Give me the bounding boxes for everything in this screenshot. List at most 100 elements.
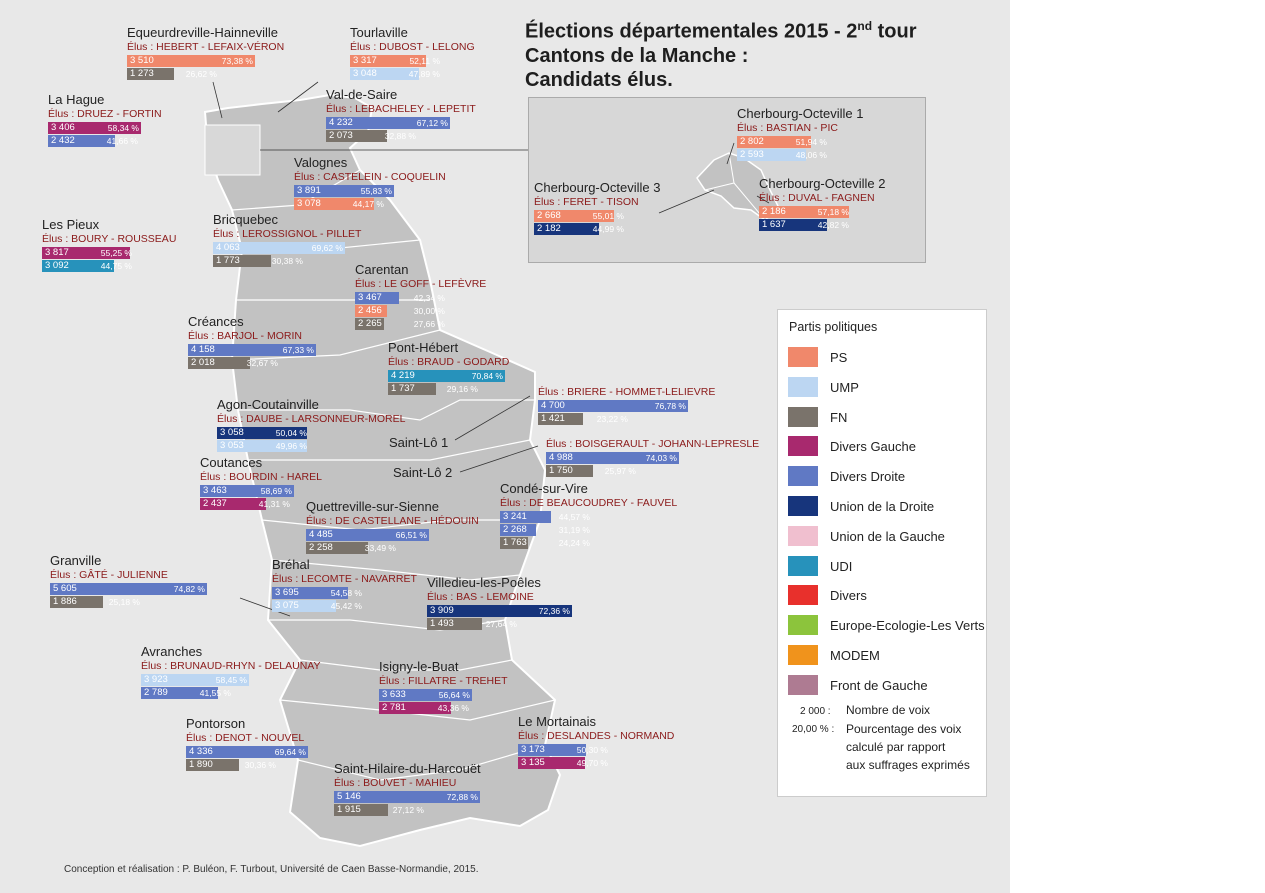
result-bar: 3 695 54,58 % [272, 587, 412, 599]
canton-name: Coutances [200, 455, 263, 470]
result-bar: 5 146 72,88 % [334, 791, 534, 803]
result-bar: 3 173 50,30 % [518, 744, 653, 756]
vote-count: 2 182 [537, 223, 561, 234]
votes-example: 2 000 : [800, 706, 831, 717]
vote-count: 1 886 [53, 596, 77, 607]
result-bar-fill [759, 206, 849, 218]
legend-label: Europe-Ecologie-Les Verts [830, 618, 985, 634]
canton-name: Bricquebec [213, 212, 279, 227]
title-line-3: Candidats élus. [525, 68, 673, 91]
result-bar-fill [326, 117, 450, 129]
vote-percentage: 72,88 % [446, 792, 478, 802]
vote-percentage: 54,58 % [330, 588, 362, 598]
vote-percentage: 44,57 % [558, 512, 590, 522]
canton-name: Valognes [294, 155, 348, 170]
vote-percentage: 25,18 % [108, 597, 140, 607]
vote-count: 3 135 [521, 757, 545, 768]
canton-saint-lo-1: Élus : BRIERE - HOMMET-LELIEVRE 4 700 76,7… [538, 386, 838, 425]
result-bar-fill [127, 55, 255, 67]
vote-count: 3 817 [45, 247, 69, 258]
vote-count: 2 186 [762, 206, 786, 217]
canton-la-hague: La Hague Élus : DRUEZ - FORTIN 3 406 58,34 … [48, 92, 348, 147]
vote-percentage: 57,18 % [817, 207, 849, 217]
vote-count: 3 467 [358, 292, 382, 303]
canton-conde: Condé-sur-Vire Élus : DE BEAUCOUDREY - FA… [500, 481, 800, 549]
vote-percentage: 26,62 % [185, 69, 217, 79]
vote-percentage: 32,88 % [384, 131, 416, 141]
legend-label: Union de la Droite [830, 499, 935, 514]
vote-count: 3 317 [353, 55, 377, 66]
legend-panel: Partis politiques PS UMP FN Divers Gauche Di… [777, 309, 987, 797]
result-bar: 1 763 24,24 % [500, 537, 615, 549]
result-bar: 4 063 69,62 % [213, 242, 403, 254]
vote-percentage: 42,82 % [817, 220, 849, 230]
result-bar-fill [355, 318, 384, 330]
vote-count: 3 241 [503, 511, 527, 522]
result-bar-fill [379, 702, 451, 714]
vote-count: 4 219 [391, 370, 415, 381]
vote-count: 3 633 [382, 689, 406, 700]
result-bar: 2 268 31,19 % [500, 524, 615, 536]
vote-count: 3 923 [144, 674, 168, 685]
vote-count: 2 432 [51, 135, 75, 146]
vote-percentage: 33,49 % [364, 543, 396, 553]
vote-count: 5 605 [53, 583, 77, 594]
vote-count: 1 493 [430, 618, 454, 629]
result-bar-fill [272, 600, 336, 612]
result-bar-fill [141, 687, 218, 699]
canton-elus: Élus : FERET - TISON [534, 196, 639, 208]
result-bar-fill [534, 210, 614, 222]
result-bar-fill [200, 498, 266, 510]
canton-isigny: Isigny-le-Buat Élus : FILLATRE - TREHET 3 … [379, 659, 679, 714]
result-bar-fill [326, 130, 387, 142]
canton-name: Isigny-le-Buat [379, 659, 459, 674]
result-bar: 1 493 27,64 % [427, 618, 627, 630]
result-bar-fill [50, 583, 207, 595]
result-bar-fill [355, 292, 399, 304]
result-bar: 1 737 29,16 % [388, 383, 553, 395]
vote-percentage: 31,19 % [558, 525, 590, 535]
canton-elus: Élus : BRUNAUD-RHYN - DELAUNAY [141, 660, 321, 672]
canton-name: Bréhal [272, 557, 310, 572]
vote-count: 3 053 [220, 440, 244, 451]
vote-count: 1 273 [130, 68, 154, 79]
result-bar-fill [355, 305, 387, 317]
result-bar: 3 633 56,64 % [379, 689, 544, 701]
legend-swatch [788, 496, 818, 516]
canton-tourlaville: Tourlaville Élus : DUBOST - LELONG 3 317 52… [350, 25, 650, 80]
result-bar: 2 432 41,66 % [48, 135, 208, 147]
result-bar-fill [200, 485, 294, 497]
result-bar-fill [42, 260, 114, 272]
canton-name: Les Pieux [42, 217, 100, 232]
result-bar: 3 241 44,57 % [500, 511, 615, 523]
canton-elus: Élus : LE GOFF - LEFÈVRE [355, 278, 487, 290]
result-bar-fill [518, 757, 585, 769]
result-bar-fill [294, 198, 374, 210]
vote-count: 2 437 [203, 498, 227, 509]
vote-count: 4 988 [549, 452, 573, 463]
result-bar-fill [213, 255, 271, 267]
legend-swatch [788, 347, 818, 367]
vote-count: 4 336 [189, 746, 213, 757]
canton-name: Le Mortainais [518, 714, 597, 729]
vote-count: 3 075 [275, 600, 299, 611]
vote-percentage: 45,42 % [330, 601, 362, 611]
vote-percentage: 76,78 % [654, 401, 686, 411]
legend-label: MODEM [830, 648, 880, 663]
vote-percentage: 69,64 % [274, 747, 306, 757]
canton-elus: Élus : BOURY - ROUSSEAU [42, 233, 177, 245]
leader-c3 [658, 189, 715, 214]
result-bar: 2 258 33,49 % [306, 542, 491, 554]
canton-name: Val-de-Saire [326, 87, 398, 102]
vote-percentage: 27,12 % [392, 805, 424, 815]
vote-count: 5 146 [337, 791, 361, 802]
vote-percentage: 49,96 % [275, 441, 307, 451]
canton-elus: Élus : BASTIAN - PIC [737, 122, 838, 134]
vote-percentage: 47,89 % [408, 69, 440, 79]
result-bar: 4 158 67,33 % [188, 344, 378, 356]
legend-swatch [788, 436, 818, 457]
canton-elus: Élus : BOURDIN - HAREL [200, 471, 322, 483]
vote-percentage: 43,36 % [437, 703, 469, 713]
result-bar: 4 232 67,12 % [326, 117, 511, 129]
result-bar: 3 406 58,34 % [48, 122, 208, 134]
